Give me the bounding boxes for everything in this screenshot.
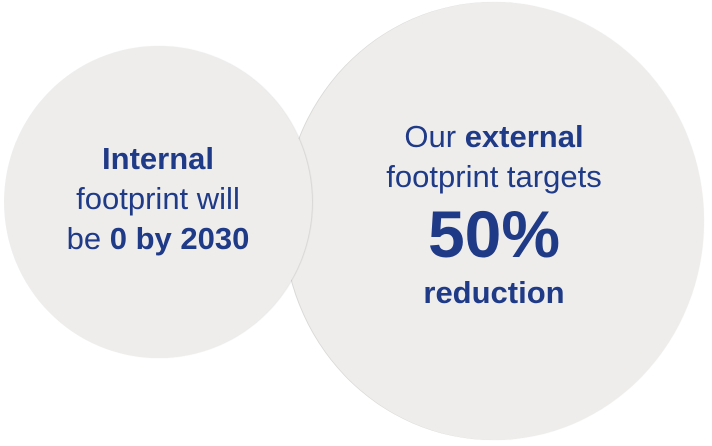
external-footprint-circle: Our external footprint targets 50% reduc…	[284, 2, 704, 440]
internal-footprint-circle: Internal footprint will be 0 by 2030	[4, 46, 312, 358]
internal-line-3-prefix: be	[66, 221, 110, 256]
external-footprint-text: Our external footprint targets 50% reduc…	[386, 117, 601, 315]
internal-line-2: footprint will	[76, 181, 240, 216]
external-reduction-label: reduction	[423, 275, 565, 310]
internal-footprint-text: Internal footprint will be 0 by 2030	[67, 139, 250, 259]
internal-keyword: Internal	[102, 141, 214, 176]
internal-target: 0 by 2030	[109, 221, 250, 256]
internal-line-3: be 0 by 2030	[67, 219, 250, 259]
external-percent: 50%	[427, 197, 561, 271]
external-line-2: footprint targets	[386, 159, 602, 194]
external-keyword: external	[464, 119, 584, 154]
external-line-1-prefix: Our	[404, 119, 465, 154]
external-line-1: Our external	[386, 117, 601, 157]
